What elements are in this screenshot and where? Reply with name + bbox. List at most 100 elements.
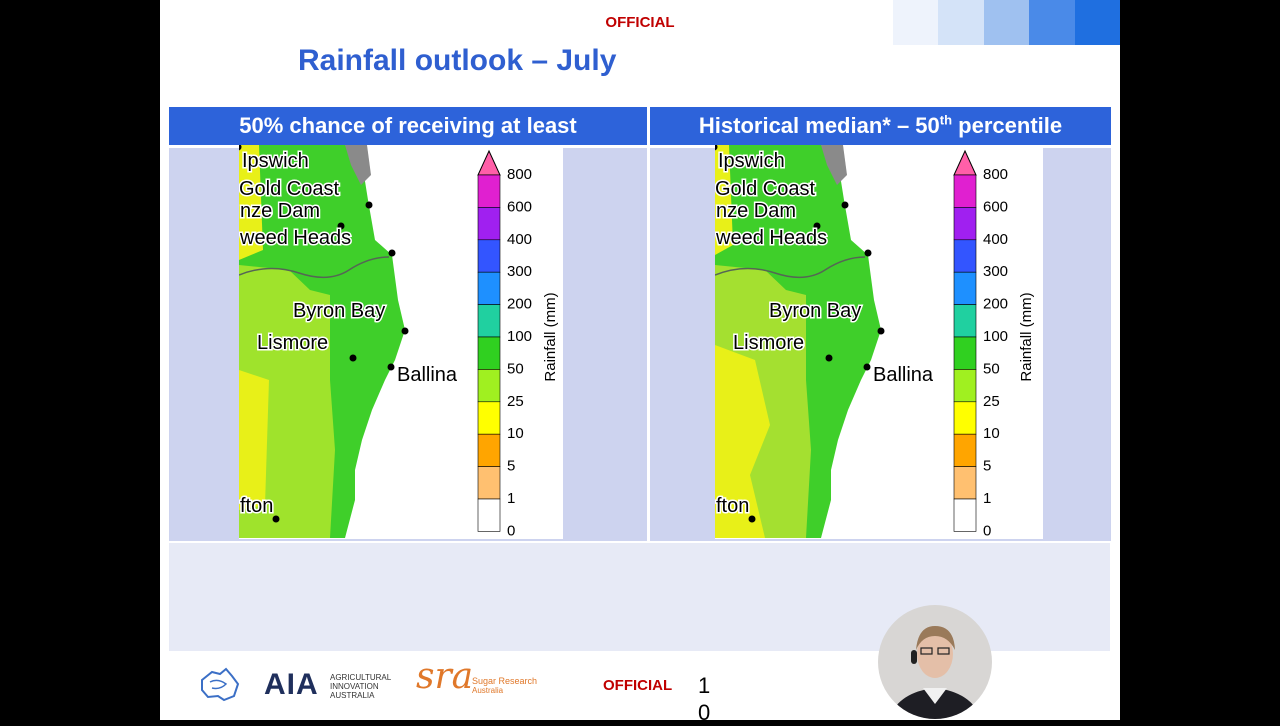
colorbar-title: Rainfall (mm) [1018,292,1035,381]
colorbar-tick-label: 300 [507,263,532,280]
dry-zone [239,370,269,510]
place-label: Gold Coast [239,178,339,200]
town-dot [365,201,373,209]
classification: OFFICIAL [603,677,673,694]
colorbar-cell [953,207,977,241]
panel-heading: 50% chance of receiving at least [169,107,647,145]
colorbar-cell [477,401,501,435]
colorbar-cell [953,498,977,532]
state-border [239,256,390,279]
colorbar-tick-label: 600 [507,198,532,215]
slide: OFFICIAL Rainfall outlook – July 50% cha… [160,0,1120,725]
colorbar-cell [953,271,977,305]
colorbar-tick-label: 800 [983,166,1008,183]
colorbar-cell [477,304,501,338]
colorbar-tick-label: 50 [983,360,1000,377]
slide-title: Rainfall outlook – July [298,44,617,77]
colorbar-tick-label: 0 [983,522,991,539]
place-label: Byron Bay [293,300,385,322]
colorbar-cell [477,466,501,500]
colorbar-cell [953,304,977,338]
colorbar-tick-label: 100 [983,328,1008,345]
place-label: Byron Bay [769,300,861,322]
colorbar-tick-label: 10 [507,425,524,442]
sra-name: Sugar Research [472,676,538,686]
town-dot [337,222,345,230]
colorbar-tick-label: 5 [507,458,515,475]
town-dot [825,354,833,362]
presenter-video [878,605,992,719]
colorbar-cell [953,239,977,273]
colorbar-cell [477,207,501,241]
colorbar-tick-label: 100 [507,328,532,345]
colorbar-cell [477,271,501,305]
place-label: Lismore [257,332,328,354]
dry-zone [239,145,263,260]
colorbar-tick-label: 1 [983,490,991,507]
colorbar-cell [477,369,501,403]
town-dot [239,145,242,151]
colorbar-cell [953,433,977,467]
colorbar-tick-label: 300 [983,263,1008,280]
place-label: weed Heads [239,227,351,249]
place-label: Ballina [397,364,458,386]
colorbar-cell [953,401,977,435]
place-label: weed Heads [715,227,827,249]
colorbar-tick-label: 600 [983,198,1008,215]
colorbar-cell [953,466,977,500]
heading-text: percentile [952,113,1063,138]
map-logo [201,667,240,702]
town-dot [813,222,821,230]
colorbar-tick-label: 400 [983,231,1008,248]
dry-zone [715,145,733,255]
town-dot [349,354,357,362]
page-number: 10 [698,673,711,725]
place-label: Ballina [873,364,934,386]
colorbar-tick-label: 800 [507,166,532,183]
colorbar-cell [477,336,501,370]
place-label: Ipswich [242,150,309,172]
colorbar-cell [477,239,501,273]
town-dot [401,327,409,335]
colorbar-tick-label: 25 [507,393,524,410]
colorbar-tick-label: 0 [507,522,515,539]
town-dot [877,327,885,335]
colorbar-tick-label: 50 [507,360,524,377]
state-border [715,256,866,279]
place-label: Ipswich [718,150,785,172]
aia-subtitle: AGRICULTURAL INNOVATION AUSTRALIA [330,673,391,700]
place-label: nze Dam [716,200,796,222]
urban-area [821,145,847,185]
colorbar-tick-label: 25 [983,393,1000,410]
colorbar-cell [953,369,977,403]
sra-country: Australia [472,686,504,695]
place-label: nze Dam [240,200,320,222]
panel-heading: Historical median* – 50th percentile [650,107,1111,145]
colorbar-tick-label: 400 [507,231,532,248]
town-dot [841,201,849,209]
colorbar-tick-label: 200 [983,296,1008,313]
urban-area [345,145,371,185]
classification: OFFICIAL [605,14,675,31]
corner-decoration [893,0,1120,45]
town-dot [387,363,395,371]
colorbar-tick-label: 200 [507,296,532,313]
colorbar-title: Rainfall (mm) [542,292,559,381]
place-label: fton [240,495,273,517]
town-dot [864,249,872,257]
colorbar-cell [477,174,501,208]
dry-zone [715,345,770,538]
sra-logo: sra [416,656,474,697]
town-dot [748,515,756,523]
colorbar-cell [953,336,977,370]
colorbar-cell [953,174,977,208]
place-label: fton [716,495,749,517]
place-label: Lismore [733,332,804,354]
town-dot [863,363,871,371]
colorbar-tick-label: 1 [507,490,515,507]
town-dot [388,249,396,257]
colorbar-cell [477,433,501,467]
